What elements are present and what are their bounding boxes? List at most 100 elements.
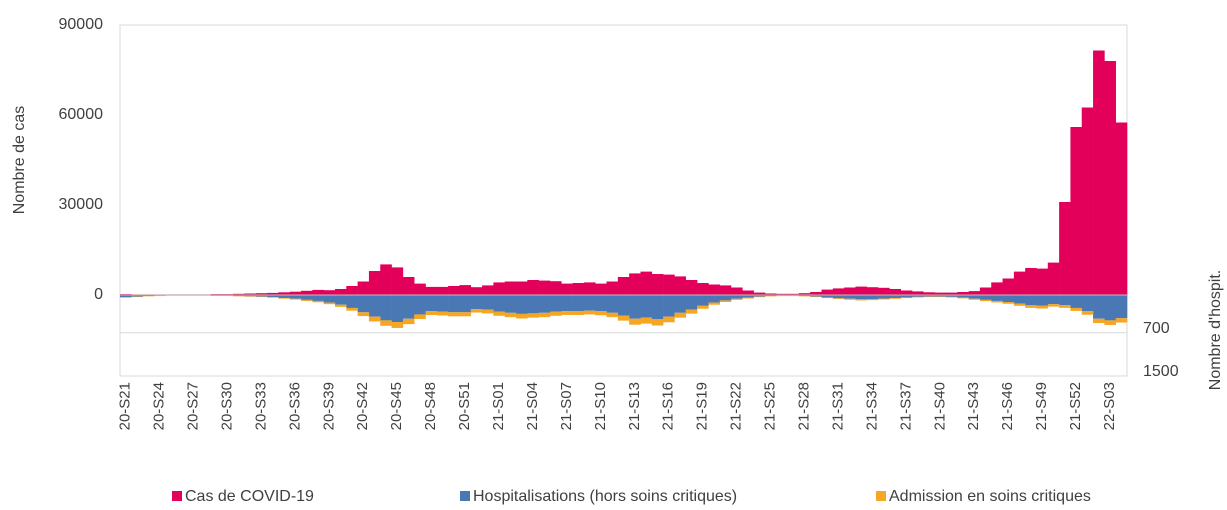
bar	[120, 295, 132, 298]
bar	[1025, 305, 1037, 308]
bar	[470, 287, 483, 295]
bar	[889, 295, 902, 298]
bar	[787, 293, 800, 295]
legend-swatch	[172, 491, 182, 501]
x-tick-label: 21-S13	[626, 382, 643, 430]
x-tick-label: 21-S19	[694, 382, 711, 430]
bar	[1002, 295, 1015, 303]
x-tick-label: 21-S43	[965, 382, 982, 430]
bar	[504, 281, 517, 295]
bar	[357, 295, 370, 313]
bar	[436, 295, 449, 312]
bar	[979, 299, 992, 302]
bar	[832, 298, 845, 300]
bar	[334, 304, 347, 307]
bar	[866, 299, 879, 301]
bar	[855, 286, 868, 295]
bar	[312, 300, 324, 303]
x-tick-label: 20-S30	[218, 382, 235, 430]
bar	[516, 295, 528, 314]
x-tick-label: 21-S01	[490, 382, 507, 430]
x-tick-label: 21-S10	[592, 382, 609, 430]
bar	[764, 293, 777, 295]
bar	[244, 293, 257, 295]
bar	[357, 281, 370, 295]
bar	[595, 311, 607, 316]
bar	[934, 295, 947, 297]
bar	[1036, 305, 1049, 309]
bar	[402, 277, 415, 295]
bar	[425, 311, 438, 315]
bar	[685, 295, 698, 310]
bar	[572, 311, 585, 315]
bar	[776, 293, 788, 295]
bar	[730, 295, 743, 299]
bar	[301, 295, 313, 300]
bar	[685, 309, 698, 314]
x-tick-label: 20-S36	[286, 382, 303, 430]
bar	[900, 290, 913, 295]
bar	[357, 312, 370, 317]
x-tick-label: 20-S42	[354, 382, 371, 430]
bar	[549, 295, 562, 312]
bar	[923, 292, 935, 295]
bar	[595, 295, 607, 312]
bar	[448, 312, 460, 317]
bar	[968, 295, 981, 299]
bar	[991, 295, 1003, 301]
bar	[504, 295, 517, 313]
bar	[934, 292, 947, 295]
bar	[414, 283, 426, 295]
bar	[923, 295, 935, 297]
bar	[1002, 302, 1015, 304]
bar	[425, 286, 438, 295]
bar	[516, 313, 528, 319]
bar	[742, 295, 754, 298]
bar	[595, 283, 607, 295]
bar	[583, 310, 596, 315]
bar	[368, 271, 381, 295]
bar	[900, 297, 913, 299]
x-tick-label: 21-S52	[1067, 382, 1084, 430]
bar	[1036, 268, 1049, 295]
bar	[1070, 127, 1083, 295]
x-tick-label: 21-S22	[728, 382, 745, 430]
bar	[945, 295, 958, 297]
bar	[866, 295, 879, 300]
bar	[301, 299, 313, 301]
bar	[436, 286, 449, 295]
bar	[402, 295, 415, 319]
x-tick-label: 21-S40	[931, 382, 948, 430]
bar	[391, 295, 404, 322]
bar	[753, 292, 766, 295]
bar	[844, 295, 856, 299]
bar	[414, 295, 426, 315]
bar	[334, 295, 347, 305]
bar	[697, 305, 709, 309]
bar	[1104, 295, 1116, 321]
bar	[470, 309, 483, 313]
bar	[436, 311, 449, 316]
bar	[617, 277, 630, 295]
bar	[651, 295, 664, 320]
y-tick-label: 30000	[59, 196, 104, 213]
bar	[380, 320, 392, 326]
bar	[289, 295, 302, 299]
bar	[900, 295, 913, 298]
y-tick-label: 0	[94, 286, 103, 303]
legend-swatch	[460, 491, 470, 501]
bar	[278, 295, 291, 298]
x-tick-label: 20-S27	[185, 382, 202, 430]
bar	[866, 287, 879, 295]
bar	[1059, 305, 1071, 308]
bar	[651, 319, 664, 326]
legend-label: Hospitalisations (hors soins critiques)	[473, 488, 737, 505]
bar	[1070, 307, 1083, 311]
x-tick-label: 21-S34	[863, 382, 880, 430]
bar	[482, 309, 494, 314]
bar	[606, 281, 619, 295]
bar	[561, 283, 573, 295]
x-tick-label: 20-S39	[320, 382, 337, 430]
bar	[945, 296, 958, 298]
